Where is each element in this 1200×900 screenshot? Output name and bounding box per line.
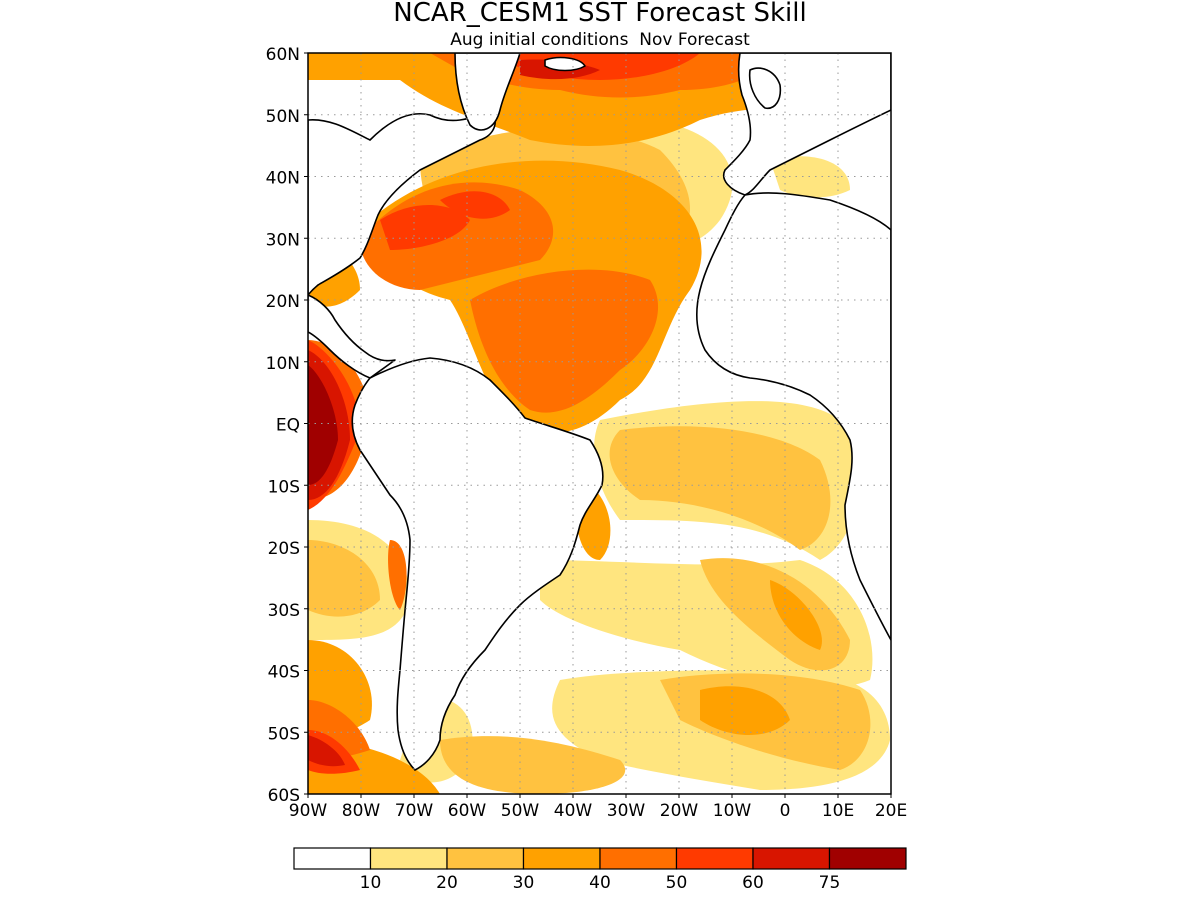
- longitude-tick-label: 20E: [875, 801, 907, 821]
- legend-tick-label: 75: [819, 873, 841, 893]
- latitude-tick-label: 60S: [268, 786, 300, 806]
- legend-tick-label: 50: [666, 873, 688, 893]
- longitude-tick-label: 0: [780, 801, 791, 821]
- legend-swatch: [522, 847, 601, 870]
- latitude-tick-label: 40N: [266, 169, 300, 189]
- latitude-tick-label: 30S: [268, 601, 300, 621]
- latitude-tick-label: 50S: [268, 724, 300, 744]
- legend-tick-label: 40: [589, 873, 611, 893]
- legend-swatch: [675, 847, 754, 870]
- legend-swatch: [599, 847, 678, 870]
- legend-swatch: [828, 847, 907, 870]
- longitude-tick-label: 10W: [713, 801, 752, 821]
- longitude-tick-label: 30W: [607, 801, 646, 821]
- latitude-labels: 60N 50N 40N 30N 20N 10N EQ 10S 20S 30S 40S 50S 60S: [266, 45, 308, 806]
- latitude-tick-label: 10S: [268, 477, 300, 497]
- color-legend: 10 20 30 40 50 60 75: [293, 847, 907, 893]
- legend-swatch: [293, 847, 372, 870]
- latitude-tick-label: EQ: [276, 416, 300, 436]
- longitude-tick-label: 80W: [342, 801, 381, 821]
- latitude-tick-label: 20S: [268, 539, 300, 559]
- longitude-tick-label: 20W: [660, 801, 699, 821]
- lat-lon-grid: [308, 53, 891, 794]
- latitude-tick-label: 50N: [266, 107, 300, 127]
- longitude-tick-label: 10E: [822, 801, 854, 821]
- map-subtitle: Aug initial conditions Nov Forecast: [450, 30, 750, 50]
- land-masses: [308, 53, 891, 771]
- legend-tick-label: 60: [742, 873, 764, 893]
- longitude-tick-label: 90W: [289, 801, 328, 821]
- latitude-tick-label: 30N: [266, 230, 300, 250]
- longitude-tick-label: 50W: [501, 801, 540, 821]
- longitude-tick-label: 70W: [395, 801, 434, 821]
- map-title: NCAR_CESM1 SST Forecast Skill: [393, 0, 806, 28]
- legend-swatch: [446, 847, 525, 870]
- latitude-tick-label: 60N: [266, 45, 300, 65]
- latitude-tick-label: 20N: [266, 292, 300, 312]
- legend-tick-label: 10: [360, 873, 382, 893]
- longitude-tick-label: 40W: [554, 801, 593, 821]
- map-panel: [308, 53, 891, 794]
- legend-swatch: [369, 847, 448, 870]
- longitude-labels: 90W 80W 70W 60W 50W 40W 30W 20W 10W 0 10E 20E: [289, 794, 907, 821]
- latitude-tick-label: 10N: [266, 354, 300, 374]
- legend-tick-label: 20: [436, 873, 458, 893]
- legend-swatch: [752, 847, 831, 870]
- latitude-tick-label: 40S: [268, 663, 300, 683]
- legend-tick-label: 30: [513, 873, 535, 893]
- longitude-tick-label: 60W: [448, 801, 487, 821]
